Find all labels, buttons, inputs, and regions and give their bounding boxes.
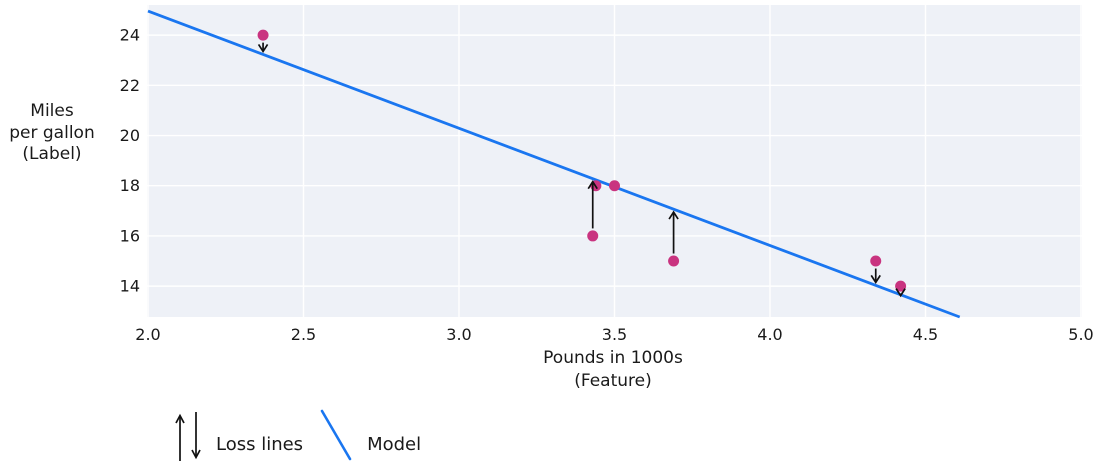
- loss-arrow-up: [587, 180, 598, 229]
- loss-arrow-head: [257, 43, 269, 54]
- data-point: [895, 280, 907, 292]
- legend-down-arrow-head: [191, 449, 201, 460]
- legend: Loss lines Model: [164, 402, 421, 466]
- loss-arrow-down: [870, 268, 881, 284]
- y-tick-label: 20: [120, 126, 140, 145]
- data-point: [257, 29, 269, 41]
- y-tick-label: 16: [120, 226, 140, 245]
- x-tick-label: 2.5: [291, 325, 316, 344]
- data-point: [587, 230, 599, 242]
- y-axis-title-line-2: per gallon: [9, 122, 95, 143]
- x-tick-label: 5.0: [1068, 325, 1093, 344]
- model-line-icon: [320, 409, 352, 461]
- y-tick-label: 22: [120, 76, 140, 95]
- x-axis-title: Pounds in 1000s (Feature): [463, 347, 763, 393]
- legend-item-loss-lines: Loss lines: [164, 402, 303, 466]
- x-tick-label: 4.5: [913, 325, 938, 344]
- x-axis-title-line-2: (Feature): [574, 371, 652, 391]
- model-line: [147, 9, 961, 319]
- legend-label-model: Model: [367, 434, 422, 455]
- y-axis-title-line-3: (Label): [22, 144, 82, 164]
- y-tick-label: 14: [120, 277, 140, 296]
- y-tick-label: 18: [120, 176, 140, 195]
- loss-arrow-down: [895, 288, 906, 298]
- data-point: [609, 180, 620, 192]
- y-axis-title-line-1: Miles: [30, 101, 74, 121]
- loss-arrow-head: [870, 274, 881, 284]
- x-tick-label: 4.0: [757, 325, 782, 344]
- data-point: [668, 255, 680, 267]
- x-tick-label: 2.0: [135, 325, 160, 344]
- x-tick-label: 3.0: [446, 325, 471, 344]
- legend-up-arrow-head: [175, 413, 185, 424]
- loss-arrow-head: [668, 210, 679, 220]
- loss-arrow-head: [895, 288, 906, 298]
- y-axis-title: Miles per gallon (Label): [0, 101, 104, 166]
- loss-arrow-up: [668, 210, 679, 254]
- loss-lines-icon: [175, 412, 201, 461]
- x-axis-title-line-1: Pounds in 1000s: [543, 348, 683, 368]
- legend-label-loss-lines: Loss lines: [216, 434, 304, 455]
- loss-arrow-down: [257, 42, 269, 54]
- x-tick-label: 3.5: [602, 325, 627, 344]
- data-point: [870, 255, 882, 267]
- y-tick-label: 24: [120, 26, 140, 45]
- legend-model-line-segment: [320, 409, 352, 461]
- loss-arrow-head: [587, 180, 598, 190]
- legend-item-model: Model: [317, 402, 421, 466]
